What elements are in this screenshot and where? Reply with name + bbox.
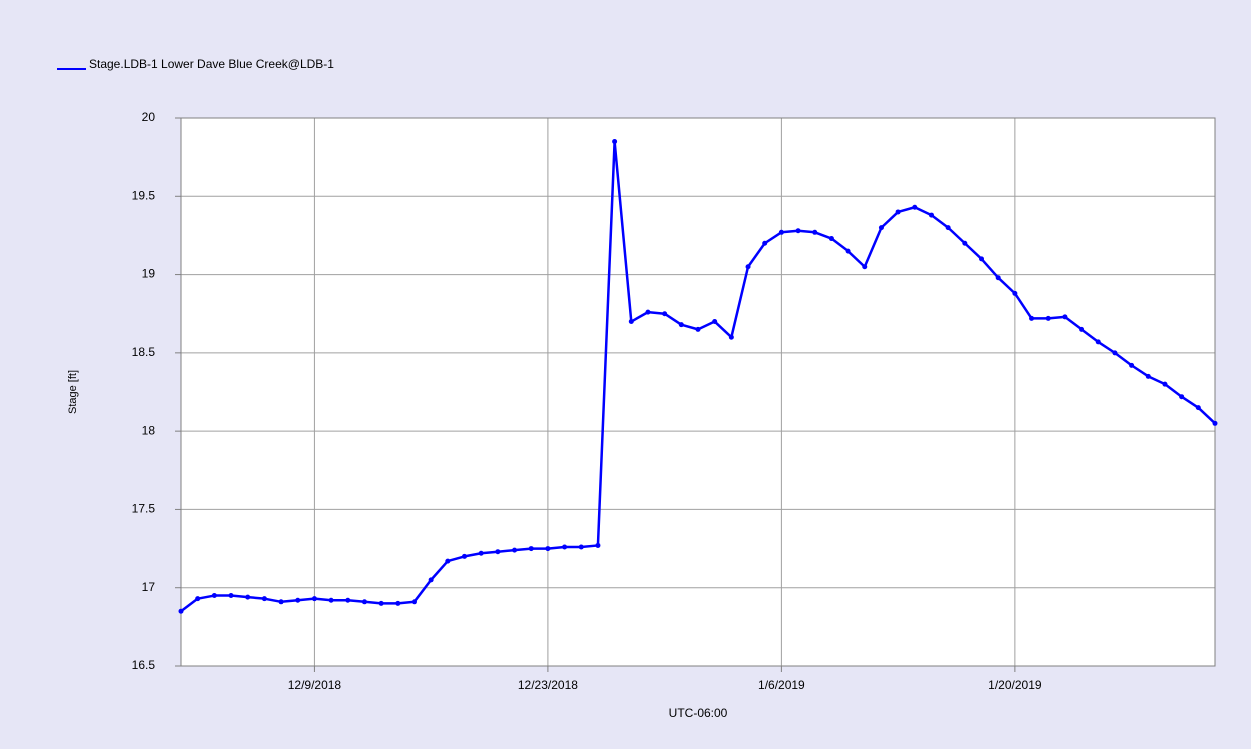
y-tick-label: 18 [142,423,156,437]
data-point [712,319,718,325]
x-tick-label: 1/20/2019 [988,678,1042,692]
data-point [1179,394,1185,400]
legend-label: Stage.LDB-1 Lower Dave Blue Creek@LDB-1 [89,57,334,71]
data-point [478,550,484,556]
y-tick-label: 19 [142,267,156,281]
data-point [612,138,618,144]
data-point [895,209,901,215]
plot-area [181,118,1215,666]
data-point [361,599,367,605]
data-point [962,240,968,246]
data-point [1079,326,1085,332]
data-point [228,593,234,599]
data-point [795,228,801,234]
data-point [728,334,734,340]
data-point [845,248,851,254]
data-point [762,240,768,246]
data-point [862,264,868,270]
data-point [945,225,951,231]
y-tick-label: 16.5 [132,658,156,672]
data-point [628,319,634,325]
y-tick-label: 18.5 [132,345,156,359]
data-point [678,322,684,328]
y-tick-label: 20 [142,110,156,124]
data-point [178,608,184,614]
y-tick-label: 17.5 [132,502,156,516]
data-point [545,546,551,552]
data-point [428,577,434,583]
data-point [578,544,584,550]
data-point [979,256,985,262]
data-point [1095,339,1101,345]
data-point [495,549,501,555]
data-point [395,600,401,606]
plot-border [180,117,1216,667]
data-point [928,212,934,218]
data-point [311,596,317,602]
data-point [345,597,351,603]
data-point [528,546,534,552]
data-point [328,597,334,603]
data-point [1062,314,1068,320]
data-point [595,542,601,548]
data-point [1145,373,1151,379]
data-point [411,599,417,605]
data-point [462,553,468,559]
data-point [912,204,918,210]
data-point [1012,290,1018,296]
data-point [1112,350,1118,356]
data-point [1162,381,1168,387]
data-point [211,593,217,599]
data-point [1129,362,1135,368]
y-tick-label: 17 [142,580,156,594]
data-point [878,225,884,231]
data-point [1045,315,1051,321]
x-tick-label: 12/23/2018 [518,678,578,692]
data-point [1195,405,1201,411]
data-point [1212,420,1218,426]
x-axis-label: UTC-06:00 [669,706,728,720]
data-point [645,309,651,315]
data-point [278,599,284,605]
x-tick-label: 12/9/2018 [288,678,342,692]
data-point [378,600,384,606]
data-point [695,326,701,332]
data-point [828,236,834,242]
x-tick-label: 1/6/2019 [758,678,805,692]
data-point [295,597,301,603]
y-axis-label: Stage [ft] [67,370,79,414]
data-point [812,229,818,235]
data-point [778,229,784,235]
y-tick-label: 19.5 [132,188,156,202]
data-point [445,558,451,564]
data-point [562,544,568,550]
data-point [512,547,518,553]
data-point [662,311,668,317]
data-point [1029,315,1035,321]
data-point [995,275,1001,281]
data-point [745,264,751,270]
data-point [245,594,251,600]
data-point [195,596,201,602]
data-point [261,596,267,602]
